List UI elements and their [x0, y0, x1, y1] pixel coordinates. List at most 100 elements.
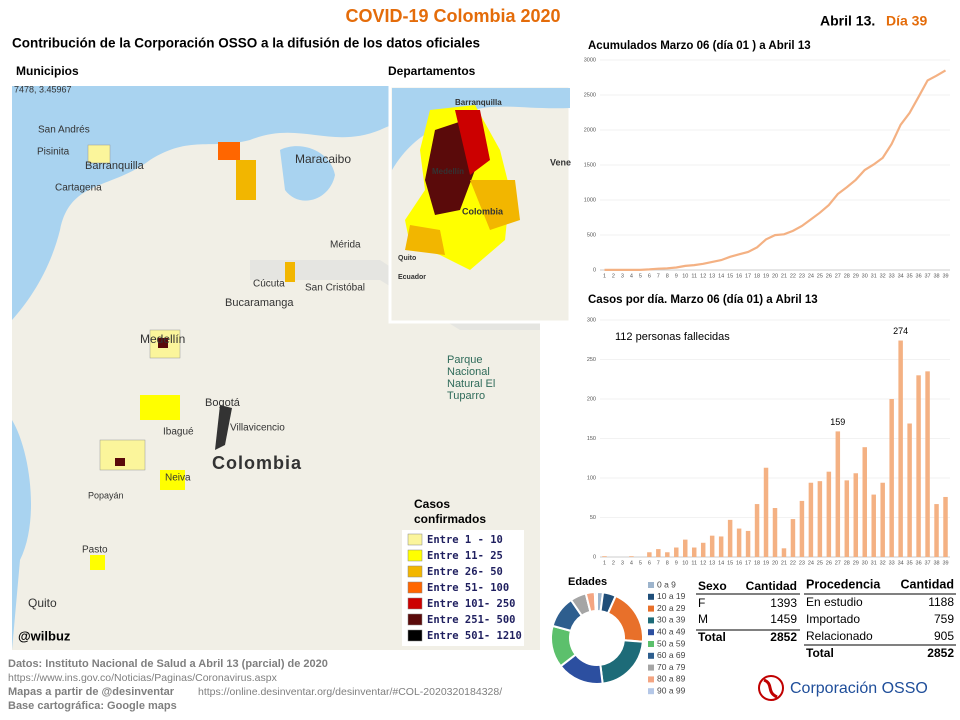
- legend-swatch: [407, 549, 423, 562]
- x-tick-label: 34: [898, 560, 904, 566]
- x-tick-label: 23: [799, 273, 805, 279]
- x-tick-label: 19: [763, 273, 769, 279]
- map-region: [425, 120, 475, 215]
- x-tick-label: 1: [603, 560, 606, 566]
- y-tick-label: 50: [590, 515, 596, 521]
- legend-label: Entre 1 - 10: [427, 534, 503, 546]
- x-tick-label: 30: [862, 560, 868, 566]
- bar: [745, 530, 751, 557]
- map-label: Villavicencio: [230, 423, 285, 434]
- bar: [700, 542, 706, 557]
- legend-swatch: [648, 652, 654, 659]
- map-label: Maracaibo: [295, 152, 351, 166]
- table-total: 2852: [927, 646, 954, 660]
- x-tick-label: 19: [763, 560, 769, 566]
- y-tick-label: 250: [587, 357, 596, 363]
- x-tick-label: 11: [691, 273, 697, 279]
- legend-swatch: [648, 688, 654, 695]
- bar: [844, 480, 850, 557]
- bar: [880, 482, 885, 557]
- legend-label: 80 a 89: [657, 674, 686, 684]
- legend-label: 20 a 29: [657, 603, 686, 613]
- x-tick-label: 12: [700, 273, 706, 279]
- map-label: Popayán: [88, 490, 124, 500]
- x-tick-label: 10: [682, 273, 688, 279]
- chart-title: Casos por día. Marzo 06 (día 01) a Abril…: [588, 294, 818, 306]
- bar: [709, 535, 715, 557]
- bar: [629, 556, 634, 557]
- map-label: Ecuador: [398, 274, 426, 281]
- bar: [656, 549, 661, 557]
- x-tick-label: 26: [826, 273, 832, 279]
- x-tick-label: 23: [799, 560, 805, 566]
- pie-slice: [606, 594, 644, 643]
- legend-swatch: [407, 533, 423, 546]
- table-total: Total: [698, 630, 726, 644]
- x-tick-label: 16: [736, 560, 742, 566]
- x-tick-label: 25: [817, 273, 823, 279]
- bar: [889, 399, 894, 557]
- bar: [754, 504, 760, 557]
- x-tick-label: 15: [727, 560, 733, 566]
- bar: [683, 539, 688, 557]
- day: Día 39: [886, 13, 927, 29]
- x-tick-label: 12: [700, 560, 706, 566]
- legend-label: Entre 26- 50: [427, 566, 503, 578]
- footer-source: Datos: Instituto Nacional de Salud a Abr…: [8, 658, 328, 670]
- x-tick-label: 9: [675, 273, 678, 279]
- legend-label: 50 a 59: [657, 638, 686, 648]
- x-tick-label: 17: [745, 560, 751, 566]
- map-label: Bogotá: [205, 397, 241, 409]
- legend-label: Entre 101- 250: [427, 598, 516, 610]
- x-tick-label: 10: [682, 560, 688, 566]
- table-header: Cantidad: [746, 579, 797, 593]
- bar: [790, 519, 796, 557]
- y-tick-label: 500: [587, 232, 596, 238]
- title: COVID-19 Colombia 2020: [345, 6, 560, 26]
- table-cell: En estudio: [806, 595, 863, 609]
- table-cell: 759: [934, 612, 954, 626]
- legend-label: 30 a 39: [657, 615, 686, 625]
- legend-label: 60 a 69: [657, 650, 686, 660]
- legend-swatch: [648, 676, 654, 683]
- map-label: Nacional: [447, 366, 490, 378]
- legend-swatch: [407, 613, 423, 626]
- x-tick-label: 13: [709, 560, 715, 566]
- chart-title: Acumulados Marzo 06 (día 01 ) a Abril 13: [588, 40, 811, 52]
- x-tick-label: 25: [817, 560, 823, 566]
- x-tick-label: 39: [942, 560, 948, 566]
- map-label: Colombia: [462, 206, 504, 216]
- map-regions: [87, 142, 295, 570]
- map-lake: [280, 146, 335, 201]
- legend-label: 10 a 19: [657, 591, 686, 601]
- y-tick-label: 100: [587, 475, 596, 481]
- table-cell: M: [698, 612, 708, 626]
- x-tick-label: 33: [889, 560, 895, 566]
- map-coordinates: 7478, 3.45967: [14, 84, 72, 94]
- table-total: Total: [806, 646, 834, 660]
- bar: [871, 494, 876, 557]
- x-tick-label: 2: [612, 273, 615, 279]
- map-label: Mérida: [330, 240, 361, 251]
- map-region: [218, 142, 240, 160]
- legend-swatch: [648, 605, 654, 612]
- map-region: [115, 458, 125, 466]
- map-label: San Andrés: [38, 125, 90, 136]
- map-label: Pisinita: [37, 147, 70, 158]
- map-sea: [12, 420, 32, 650]
- map-region: [236, 160, 256, 200]
- table-header: Procedencia: [806, 577, 881, 591]
- table-procedencia: Procedencia Cantidad En estudio 1188 Imp…: [804, 577, 956, 660]
- x-tick-label: 33: [889, 273, 895, 279]
- map-region: [87, 144, 111, 164]
- y-tick-label: 2500: [584, 92, 596, 98]
- x-tick-label: 32: [880, 560, 886, 566]
- x-tick-label: 30: [862, 273, 868, 279]
- x-tick-label: 1: [603, 273, 606, 279]
- legend-swatch: [648, 664, 654, 671]
- x-tick-label: 8: [666, 273, 669, 279]
- map-region: [90, 555, 105, 570]
- x-tick-label: 14: [718, 560, 724, 566]
- x-tick-label: 28: [844, 273, 850, 279]
